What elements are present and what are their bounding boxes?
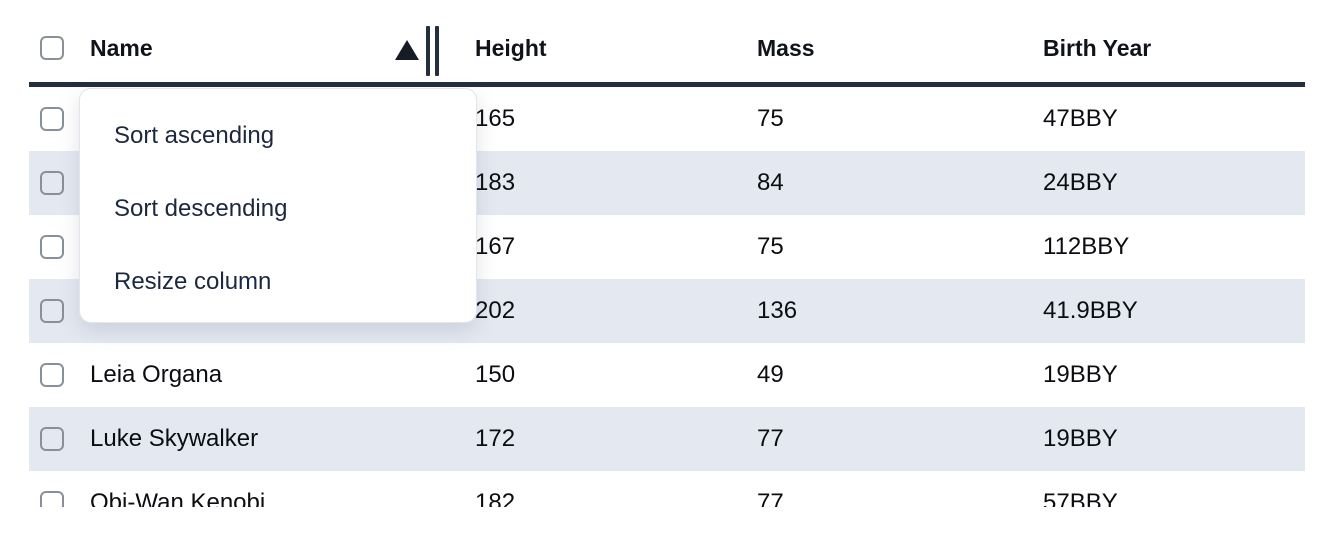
cell-birth-year: 24BBY xyxy=(1043,169,1118,196)
cell-name: Luke Skywalker xyxy=(90,425,259,452)
column-header-mass-label: Mass xyxy=(757,34,815,61)
cell-height: 167 xyxy=(475,233,516,260)
table-row: Leia Organa 150 49 19BBY xyxy=(29,343,1305,407)
menu-item-sort-ascending[interactable]: Sort ascending xyxy=(114,121,275,149)
cell-birth-year: 19BBY xyxy=(1043,425,1118,452)
cell-birth-year: 57BBY xyxy=(1043,489,1118,507)
menu-item-resize-column[interactable]: Resize column xyxy=(114,267,272,295)
column-context-menu: Sort ascending Sort descending Resize co… xyxy=(79,88,477,323)
cell-name: Obi-Wan Kenobi xyxy=(90,489,266,507)
cell-birth-year: 47BBY xyxy=(1043,105,1118,132)
row-checkbox[interactable] xyxy=(40,235,64,259)
cell-height: 172 xyxy=(475,425,516,452)
cell-mass: 77 xyxy=(757,425,784,452)
column-resize-handle-icon[interactable] xyxy=(426,26,439,76)
row-checkbox[interactable] xyxy=(40,299,64,323)
column-header-height[interactable]: Height xyxy=(466,35,748,62)
row-checkbox[interactable] xyxy=(40,363,64,387)
cell-height: 150 xyxy=(475,361,516,388)
column-header-height-label: Height xyxy=(475,34,547,61)
cell-mass: 136 xyxy=(757,297,798,324)
row-checkbox[interactable] xyxy=(40,491,64,507)
menu-item-sort-descending[interactable]: Sort descending xyxy=(114,194,288,222)
cell-mass: 75 xyxy=(757,233,784,260)
column-header-name[interactable]: Name xyxy=(81,14,466,82)
cell-mass: 75 xyxy=(757,105,784,132)
cell-mass: 77 xyxy=(757,489,784,507)
column-header-birth-year-label: Birth Year xyxy=(1043,34,1152,61)
cell-mass: 49 xyxy=(757,361,784,388)
cell-height: 183 xyxy=(475,169,516,196)
column-header-birth-year[interactable]: Birth Year xyxy=(1034,35,1305,62)
column-header-name-label: Name xyxy=(90,34,153,61)
row-checkbox[interactable] xyxy=(40,427,64,451)
row-checkbox[interactable] xyxy=(40,107,64,131)
cell-height: 182 xyxy=(475,489,516,507)
cell-birth-year: 41.9BBY xyxy=(1043,297,1138,324)
select-all-cell xyxy=(29,36,81,60)
table-row: Luke Skywalker 172 77 19BBY xyxy=(29,407,1305,471)
table-row: Obi-Wan Kenobi 182 77 57BBY xyxy=(29,471,1305,507)
table-header-row: Name Height Mass Birth Year xyxy=(29,0,1305,87)
cell-name: Leia Organa xyxy=(90,361,223,388)
cell-height: 165 xyxy=(475,105,516,132)
table-row: 167 75 112BBY xyxy=(29,215,1305,279)
select-all-checkbox[interactable] xyxy=(40,36,64,60)
table-row: 165 75 47BBY xyxy=(29,87,1305,151)
cell-height: 202 xyxy=(475,297,516,324)
row-checkbox[interactable] xyxy=(40,171,64,195)
sort-ascending-triangle-icon xyxy=(395,40,419,60)
cell-mass: 84 xyxy=(757,169,784,196)
cell-birth-year: 112BBY xyxy=(1043,233,1130,260)
column-header-mass[interactable]: Mass xyxy=(748,35,1034,62)
cell-birth-year: 19BBY xyxy=(1043,361,1118,388)
